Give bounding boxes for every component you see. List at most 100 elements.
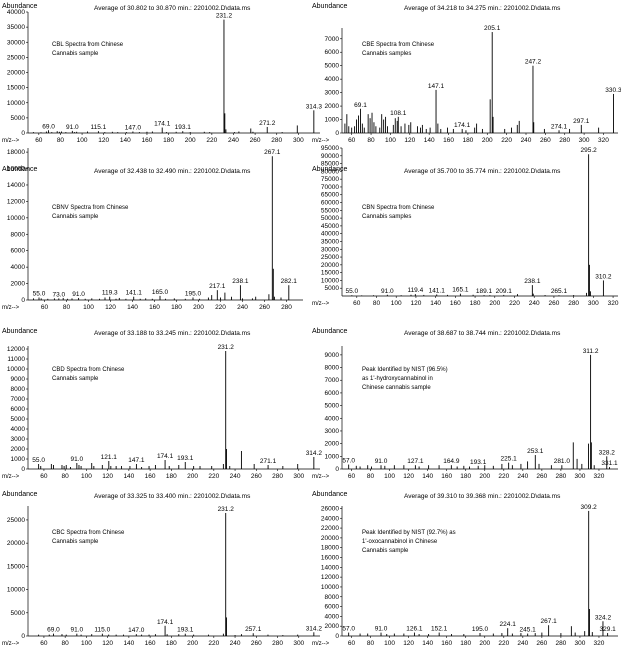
x-tick-label: 140 (120, 137, 131, 144)
chart-title: Average of 33.188 to 33.245 min.: 220100… (94, 330, 251, 337)
x-tick-label: 160 (450, 300, 461, 307)
x-tick-label: 300 (575, 640, 586, 647)
chart-title: Average of 35.700 to 35.774 min.: 220100… (404, 168, 561, 175)
x-tick-label: 160 (441, 473, 452, 480)
chart-title: Average of 32.438 to 32.490 min.: 220100… (94, 168, 251, 175)
x-tick-label: 100 (391, 300, 402, 307)
peak-label: 174.1 (157, 619, 174, 626)
y-tick-label: 2000 (11, 281, 26, 288)
peak-label: 271.2 (259, 120, 276, 127)
x-tick-label: 260 (251, 640, 262, 647)
peak-label: 69.0 (42, 123, 55, 130)
abundance-label: Abundance (2, 328, 38, 335)
peak-label: 57.0 (342, 458, 355, 465)
x-tick-label: 60 (353, 300, 361, 307)
x-tick-label: 100 (77, 137, 88, 144)
peak-label: 314.3 (306, 103, 323, 110)
abundance-label: Abundance (2, 3, 38, 10)
x-tick-label: 180 (166, 473, 177, 480)
peak-label: 282.1 (281, 278, 298, 285)
y-tick-label: 7000 (325, 377, 340, 384)
x-axis-label: m/z--> (2, 641, 20, 647)
y-tick-label: 10000 (321, 277, 339, 284)
peak-label: 238.1 (232, 278, 249, 285)
annotation-text: Cannabis sample (52, 376, 99, 382)
y-tick-label: 0 (21, 130, 25, 137)
chart-title: Average of 33.325 to 33.400 min.: 220100… (94, 493, 251, 500)
peak-label: 174.1 (154, 121, 171, 128)
peak-label: 238.1 (524, 278, 541, 285)
x-tick-label: 80 (63, 304, 71, 311)
peak-label: 147.0 (125, 124, 142, 131)
peak-label: 314.2 (306, 625, 323, 632)
peak-label: 152.1 (431, 626, 448, 633)
peak-label: 209.1 (496, 288, 513, 295)
peak-label: 324.2 (595, 614, 612, 621)
y-tick-label: 6000 (11, 248, 26, 255)
peak-label: 91.0 (71, 456, 84, 463)
peak-label: 297.1 (573, 118, 590, 125)
y-tick-label: 5000 (11, 115, 26, 122)
x-tick-label: 200 (479, 473, 490, 480)
y-tick-label: 85000 (321, 161, 339, 168)
peak-label: 267.1 (540, 618, 557, 625)
x-tick-label: 240 (230, 473, 241, 480)
x-tick-label: 140 (127, 304, 138, 311)
y-tick-label: 2000 (325, 441, 340, 448)
y-tick-label: 3000 (325, 90, 340, 97)
y-tick-label: 18000 (321, 545, 339, 552)
y-tick-label: 15000 (321, 270, 339, 277)
y-tick-label: 0 (21, 466, 25, 473)
x-tick-label: 180 (460, 473, 471, 480)
peak-label: 55.0 (346, 288, 359, 295)
peak-label: 231.2 (218, 344, 235, 351)
peak-label: 126.1 (406, 626, 423, 633)
peak-label: 231.2 (218, 506, 235, 513)
annotation-text: CBE Spectra from Chinese (362, 42, 435, 48)
peak-label: 174.1 (454, 122, 471, 129)
y-tick-label: 25000 (7, 517, 25, 524)
x-tick-label: 80 (62, 473, 70, 480)
x-tick-label: 120 (404, 137, 415, 144)
y-tick-label: 0 (335, 466, 339, 473)
y-tick-label: 60000 (321, 200, 339, 207)
spectrum-panel-7: Abundance Average of 33.325 to 33.400 min… (2, 491, 322, 647)
x-tick-label: 180 (163, 137, 174, 144)
peak-label: 193.1 (175, 124, 192, 131)
annotation-text: Cannabis sample (362, 548, 409, 554)
annotation-text: Cannabis sample (52, 51, 99, 57)
y-tick-label: 0 (21, 633, 25, 640)
x-tick-label: 80 (373, 300, 381, 307)
x-tick-label: 120 (102, 473, 113, 480)
x-tick-label: 120 (98, 137, 109, 144)
peak-label: 193.1 (470, 459, 487, 466)
peak-label: 55.0 (33, 291, 46, 298)
x-axis-label: m/z--> (2, 305, 20, 311)
y-tick-label: 7000 (11, 396, 26, 403)
x-tick-label: 220 (208, 473, 219, 480)
peak-label: 265.1 (551, 288, 568, 295)
x-axis-label: m/z--> (312, 301, 330, 307)
peak-label: 164.9 (443, 458, 460, 465)
y-tick-label: 35000 (7, 24, 25, 31)
y-tick-label: 70000 (321, 184, 339, 191)
abundance-label: Abundance (312, 491, 348, 498)
peak-label: 295.2 (580, 147, 597, 154)
x-tick-label: 320 (594, 473, 605, 480)
y-tick-label: 0 (335, 633, 339, 640)
peak-label: 331.1 (601, 460, 618, 467)
spectrum-panel-3: Abundance Average of 32.438 to 32.490 min… (2, 148, 303, 311)
peak-label: 55.0 (32, 457, 45, 464)
peak-label: 225.1 (501, 456, 518, 463)
annotation-text: Cannabis sample (52, 214, 99, 220)
chart-title: Average of 38.687 to 38.744 min.: 220100… (404, 330, 561, 337)
peak-label: 57.0 (342, 626, 355, 633)
peak-label: 195.0 (185, 291, 202, 298)
x-tick-label: 180 (171, 304, 182, 311)
y-tick-label: 5000 (325, 63, 340, 70)
x-tick-label: 280 (272, 473, 283, 480)
x-tick-label: 300 (293, 640, 304, 647)
x-tick-label: 60 (40, 640, 48, 647)
x-tick-label: 220 (208, 640, 219, 647)
x-tick-label: 300 (579, 137, 590, 144)
